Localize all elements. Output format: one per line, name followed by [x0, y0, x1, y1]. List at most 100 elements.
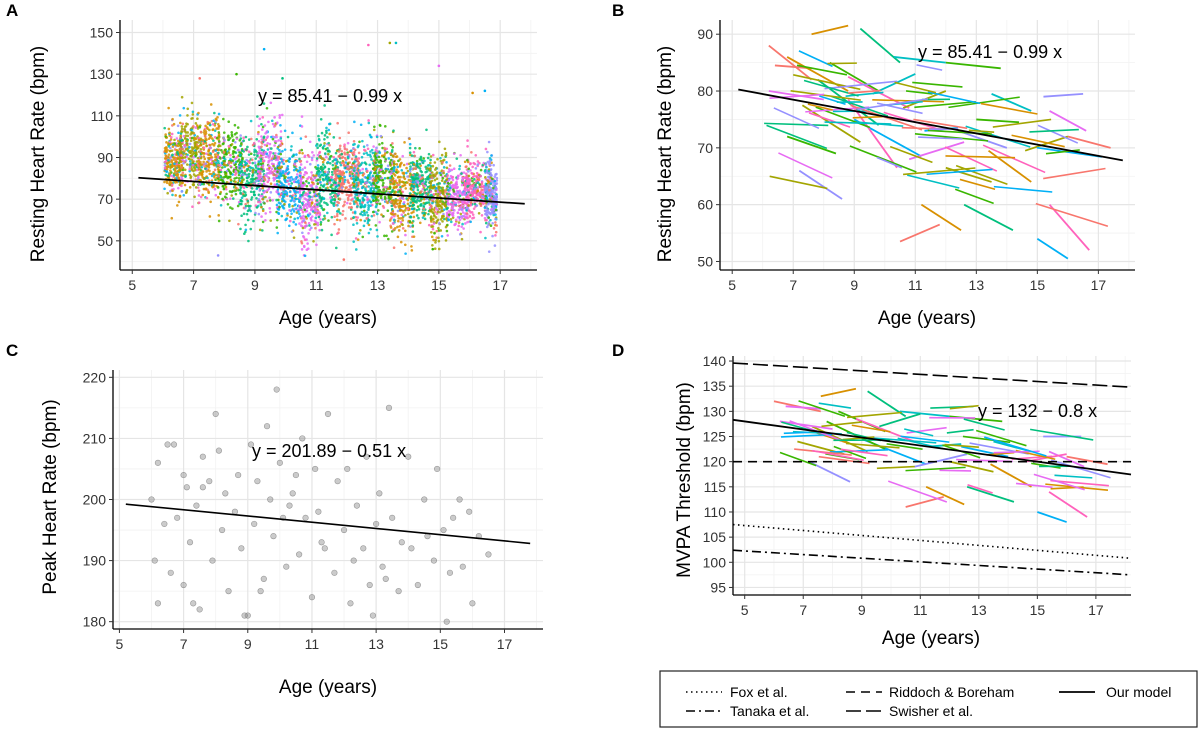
rhr-point — [244, 135, 248, 139]
rhr-point — [200, 182, 204, 186]
rhr-point — [236, 204, 240, 208]
y-tick-label: 220 — [83, 369, 107, 385]
rhr-point — [172, 174, 176, 177]
rhr-point — [394, 170, 398, 174]
rhr-point — [183, 160, 186, 163]
rhr-point — [408, 151, 412, 155]
rhr-point — [349, 165, 353, 169]
rhr-point — [248, 169, 252, 172]
rhr-point — [361, 180, 365, 183]
rhr-point — [415, 179, 418, 183]
rhr-point — [466, 145, 469, 148]
rhr-point — [261, 186, 264, 190]
participant-segment — [980, 102, 1038, 115]
rhr-point — [349, 176, 353, 180]
rhr-point — [233, 189, 236, 192]
rhr-point — [396, 209, 400, 213]
rhr-point — [264, 150, 267, 154]
rhr-point — [260, 135, 263, 138]
rhr-point — [288, 203, 291, 206]
rhr-point — [368, 163, 371, 167]
rhr-point — [328, 132, 331, 136]
rhr-point — [279, 152, 283, 156]
rhr-point — [367, 218, 371, 222]
rhr-point — [300, 115, 304, 118]
rhr-point — [350, 170, 353, 174]
rhr-point — [389, 200, 393, 204]
rhr-point — [414, 177, 417, 181]
rhr-point — [443, 147, 447, 151]
participant-segment — [808, 112, 851, 128]
rhr-point — [212, 183, 216, 187]
rhr-point — [205, 144, 208, 148]
rhr-point — [268, 207, 272, 210]
rhr-point — [191, 160, 195, 163]
rhr-point — [390, 230, 394, 233]
rhr-point — [369, 227, 372, 231]
rhr-point — [314, 220, 318, 224]
rhr-point — [297, 200, 301, 203]
rhr-point — [262, 102, 266, 105]
rhr-point — [392, 155, 395, 158]
rhr-point — [464, 183, 467, 187]
rhr-point — [239, 186, 243, 190]
participant-segment — [1050, 459, 1111, 479]
rhr-point — [261, 125, 265, 129]
peak-hr-point — [190, 600, 197, 607]
participant-segment — [959, 178, 996, 191]
participant-segment — [903, 167, 976, 176]
rhr-point — [238, 163, 242, 167]
rhr-point — [266, 168, 269, 171]
rhr-point — [447, 209, 451, 213]
rhr-point — [310, 201, 314, 204]
rhr-point — [278, 172, 282, 175]
rhr-point — [343, 151, 346, 154]
participant-segment — [785, 405, 821, 410]
rhr-point — [276, 156, 279, 160]
rhr-point — [328, 181, 332, 184]
rhr-point — [322, 208, 326, 211]
rhr-point — [218, 144, 222, 148]
rhr-point — [262, 136, 266, 140]
rhr-point — [173, 162, 176, 166]
rhr-point — [351, 174, 355, 178]
peak-hr-point — [235, 471, 242, 479]
rhr-point — [434, 241, 437, 244]
rhr-point — [432, 238, 435, 242]
rhr-point — [207, 153, 211, 157]
rhr-point — [256, 115, 259, 118]
rhr-point — [466, 170, 470, 173]
rhr-point — [372, 194, 375, 197]
rhr-point — [396, 165, 400, 169]
rhr-point — [299, 159, 303, 163]
rhr-point — [300, 125, 304, 128]
rhr-point — [288, 224, 291, 228]
rhr-point — [305, 160, 309, 164]
rhr-point — [191, 116, 194, 120]
rhr-point — [302, 214, 305, 218]
participant-segment — [857, 98, 929, 111]
rhr-point — [352, 200, 356, 203]
rhr-point — [166, 191, 169, 195]
rhr-point — [305, 179, 308, 183]
rhr-point — [280, 192, 283, 196]
panel-d-fit-line — [732, 418, 1132, 476]
participant-segment — [790, 90, 861, 101]
rhr-point — [300, 220, 304, 224]
rhr-point — [354, 215, 358, 219]
rhr-point — [343, 147, 347, 151]
rhr-point — [229, 153, 232, 157]
rhr-point — [192, 183, 196, 187]
rhr-point — [423, 217, 427, 221]
participant-segment — [1066, 455, 1108, 466]
rhr-point — [268, 142, 272, 146]
rhr-point — [371, 196, 375, 200]
rhr-point — [226, 202, 230, 206]
rhr-point — [455, 157, 459, 160]
rhr-point — [263, 202, 266, 205]
rhr-point — [359, 228, 362, 232]
rhr-point — [253, 153, 256, 157]
rhr-point — [402, 175, 405, 179]
